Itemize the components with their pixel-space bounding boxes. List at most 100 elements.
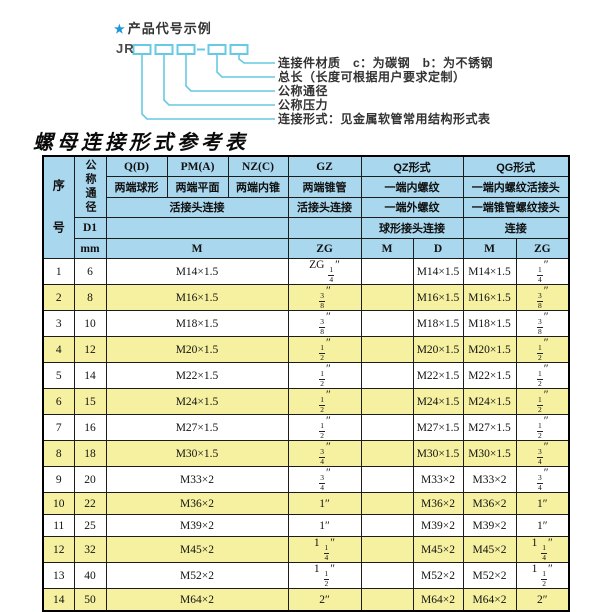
cell-seq: 10 (42, 492, 75, 516)
label-nominal-pressure: 公称压力 (278, 97, 329, 112)
table-row: 1 6 M14×1.5 ZG 1 4 ″ M14×1.5 M14×1.5 1 4 ″ (42, 258, 570, 286)
cell-qz_m (360, 588, 414, 612)
header-empty-gz (287, 217, 362, 239)
cell-m: M27×1.5 (105, 414, 289, 442)
header-qz-m: M (360, 237, 414, 260)
table-row: 2 8 M16×1.5 3 8 ″ M16×1.5 M16×1.5 3 8 ″ (42, 284, 570, 312)
table-row: 7 16 M27×1.5 1 2 ″ M27×1.5 M27×1.5 1 2 ″ (42, 414, 570, 442)
table-row: 4 12 M20×1.5 1 2 ″ M20×1.5 M20×1.5 1 2 ″ (42, 336, 570, 364)
diagram-heading-text: 产品代号示例 (127, 21, 212, 36)
cell-qg_zg: 3 4 ″ (515, 440, 570, 468)
cell-m: M45×2 (105, 536, 289, 564)
cell-dn: 6 (73, 258, 107, 286)
cell-qg_m: M39×2 (462, 514, 517, 538)
label-nominal-diameter: 公称通径 (278, 83, 329, 98)
cell-seq: 3 (42, 310, 75, 338)
cell-qg_m: M16×1.5 (462, 284, 517, 312)
cell-m: M24×1.5 (105, 388, 289, 416)
header-seq: 序号 (42, 155, 75, 260)
cell-gz: 3 4 ″ (287, 466, 362, 494)
cell-qg_m: M30×1.5 (462, 440, 517, 468)
connector-line-length (216, 54, 275, 78)
cell-gz: 3 4 ″ (287, 440, 362, 468)
header-qg-desc: 一端内螺纹活接头 (462, 176, 570, 198)
header-gz-desc: 两端锥管 (287, 176, 362, 198)
cell-qz_m (360, 440, 414, 468)
diagram-heading: ★ 产品代号示例 (114, 18, 212, 37)
cell-dn: 20 (73, 466, 107, 494)
header-row-3: 活接头连接 活接头连接 一端外螺纹 一端锥管螺纹接头 (43, 196, 570, 219)
header-qz-d: D (412, 237, 464, 260)
label-material: 连接件材质 c：为碳钢 b：为不锈钢 (278, 55, 494, 70)
label-total-length: 总长（长度可根据用户要求定制） (278, 69, 466, 84)
cell-qz_m (360, 310, 414, 338)
cell-qz_d: M30×1.5 (412, 440, 464, 468)
cell-gz: ZG 1 4 ″ (287, 258, 362, 286)
cell-qz_d: M45×2 (412, 536, 464, 564)
cell-qg_zg: 1 2 ″ (515, 362, 570, 390)
cell-qz_m (360, 514, 414, 538)
cell-dn: 25 (73, 514, 107, 538)
connector-line-material (238, 54, 275, 64)
table-row: 5 14 M22×1.5 1 2 ″ M22×1.5 M22×1.5 1 2 ″ (42, 362, 570, 390)
header-dn: 公称通径 (73, 155, 107, 219)
cell-qz_m (360, 536, 414, 564)
header-nz-desc: 两端内锥 (227, 176, 289, 198)
cell-qg_m: M45×2 (462, 536, 517, 564)
table-row: 3 10 M18×1.5 3 8 ″ M18×1.5 M18×1.5 3 8 ″ (42, 310, 570, 338)
cell-dn: 32 (73, 536, 107, 564)
cell-qz_m (360, 492, 414, 516)
cell-gz: 1 1 4 ″ (287, 536, 362, 564)
code-connector-graphic (132, 44, 275, 120)
cell-qg_m: M36×2 (462, 492, 517, 516)
header-thread-m: M (105, 237, 289, 260)
connector-line-pressure (163, 54, 275, 106)
header-pm-desc: 两端平面 (166, 176, 229, 198)
table-row: 14 50 M64×2 2″ M64×2 M64×2 2″ (42, 588, 570, 612)
cell-qz_m (360, 284, 414, 312)
header-d1: D1 (73, 217, 107, 239)
cell-qz_d: M39×2 (412, 514, 464, 538)
cell-qg_zg: 3 4 ″ (515, 466, 570, 494)
cell-dn: 10 (73, 310, 107, 338)
cell-seq: 4 (42, 336, 75, 364)
cell-qz_d: M27×1.5 (412, 414, 464, 442)
cell-dn: 15 (73, 388, 107, 416)
star-icon: ★ (114, 22, 126, 36)
cell-qz_d: M36×2 (412, 492, 464, 516)
header-empty-left (105, 217, 289, 239)
cell-qz_d: M64×2 (412, 588, 464, 612)
cell-qg_m: M22×1.5 (462, 362, 517, 390)
header-row-2: 两端球形 两端平面 两端内锥 两端锥管 一端内螺纹 一端内螺纹活接头 (43, 176, 570, 198)
header-pm: PM(A) (166, 155, 229, 178)
header-qz: QZ形式 (360, 155, 464, 178)
cell-m: M22×1.5 (105, 362, 289, 390)
cell-seq: 12 (42, 536, 75, 564)
cell-m: M33×2 (105, 466, 289, 494)
cell-qz_d: M16×1.5 (412, 284, 464, 312)
cell-seq: 9 (42, 466, 75, 494)
nut-connection-reference-table: 序号 公称通径 Q(D) PM(A) NZ(C) GZ QZ形式 QG形式 两端… (42, 155, 570, 612)
table-row: 9 20 M33×2 3 4 ″ M33×2 M33×2 3 4 ″ (42, 466, 570, 494)
cell-gz: 1″ (287, 492, 362, 516)
cell-qz_d: M33×2 (412, 466, 464, 494)
cell-dn: 8 (73, 284, 107, 312)
cell-m: M14×1.5 (105, 258, 289, 286)
cell-m: M36×2 (105, 492, 289, 516)
header-q: Q(D) (105, 155, 168, 178)
header-gz: GZ (287, 155, 362, 178)
cell-seq: 5 (42, 362, 75, 390)
header-qz-desc3: 球形接头连接 (360, 217, 464, 239)
cell-seq: 11 (42, 514, 75, 538)
cell-qz_m (360, 414, 414, 442)
cell-qg_m: M64×2 (462, 588, 517, 612)
cell-qg_zg: 2″ (515, 588, 570, 612)
